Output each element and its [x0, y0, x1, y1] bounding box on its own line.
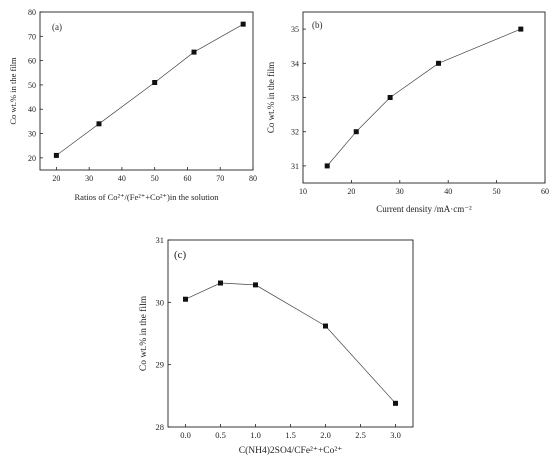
chart-c-data-point: [218, 280, 223, 286]
chart-a-y-tick-label: 40: [28, 105, 36, 114]
chart-c-x-tick-label: 0.5: [215, 430, 226, 440]
chart-a-y-tick-label: 80: [28, 8, 36, 17]
chart-a-y-tick-label: 50: [28, 81, 36, 90]
chart-b-data-point: [518, 26, 524, 32]
chart-a-x-tick-label: 30: [85, 174, 93, 183]
chart-b-y-tick-label: 35: [291, 25, 299, 34]
chart-c-plot-frame: [167, 239, 414, 428]
chart-a-y-axis-label: Co wt.% in the film: [8, 57, 18, 125]
chart-b-y-tick-label: 31: [291, 162, 299, 171]
chart-b-series-line: [326, 28, 521, 167]
chart-b-x-tick-label: 60: [541, 187, 549, 196]
chart-a-series-line: [56, 23, 244, 156]
chart-c-x-tick-label: 0.0: [180, 430, 191, 440]
chart-a-y-tick-label: 70: [28, 32, 36, 41]
chart-a-y-tick-label: 60: [28, 57, 36, 66]
chart-a-x-axis-label: Ratios of Co²⁺/(Fe²⁺+Co²⁺)in the solutio…: [75, 192, 220, 202]
chart-panel-b: 10 20 30 40 50 60 31 32 33 34 35 (b) Current density…: [266, 11, 549, 214]
chart-c-x-tick-label: 1.5: [285, 430, 296, 440]
chart-c-y-tick-label: 29: [156, 360, 165, 370]
chart-b-plot-frame: [302, 11, 546, 184]
chart-b-y-tick-label: 34: [291, 59, 299, 68]
chart-a-x-tick-label: 60: [183, 174, 191, 183]
chart-c-y-tick-label: 28: [156, 422, 165, 432]
chart-b-data-point: [324, 163, 330, 169]
chart-b-data-point: [387, 95, 393, 100]
chart-b-x-axis-label: Current density /mA·cm⁻²: [376, 204, 472, 214]
chart-b-x-tick-label: 20: [347, 187, 355, 196]
chart-b-data-point: [436, 60, 442, 66]
chart-a-plot-frame: [39, 11, 254, 171]
chart-b-x-tick-label: 40: [444, 187, 452, 196]
chart-c-y-tick-label: 31: [156, 235, 165, 245]
chart-b-x-tick-label: 30: [396, 187, 404, 196]
chart-a-data-point: [191, 49, 197, 55]
chart-c-y-tick-label: 30: [156, 297, 165, 307]
chart-c-series-line: [185, 282, 396, 404]
chart-b-panel-label: (b): [312, 20, 323, 30]
chart-c-data-point: [183, 296, 188, 302]
chart-b-y-tick-label: 33: [291, 94, 299, 103]
chart-c-data-point: [253, 282, 258, 288]
chart-a-y-tick-label: 30: [28, 130, 36, 139]
chart-b-x-tick-label: 10: [299, 187, 307, 196]
chart-c-x-tick-label: 1.0: [250, 430, 261, 440]
chart-b-y-tick-label: 32: [291, 128, 299, 137]
chart-panel-c: 0.0 0.5 1.0 1.5 2.0 2.5 3.0 28 29 30 31 (c) C(NH4)2S…: [138, 235, 414, 456]
chart-c-panel-label: (c): [174, 249, 187, 261]
chart-c-x-tick-label: 2.0: [320, 430, 331, 440]
chart-a-data-point: [53, 152, 59, 158]
chart-b-data-point: [353, 129, 359, 135]
chart-c-data-point: [323, 323, 328, 329]
chart-c-x-tick-label: 2.5: [355, 430, 366, 440]
chart-a-data-point: [240, 21, 246, 27]
chart-a-y-tick-label: 20: [28, 154, 36, 163]
chart-a-x-tick-label: 50: [151, 174, 159, 183]
chart-b-x-tick-label: 50: [493, 187, 501, 196]
chart-c-x-tick-label: 3.0: [390, 430, 401, 440]
chart-a-x-tick-label: 80: [249, 174, 257, 183]
chart-a-x-tick-label: 20: [52, 174, 60, 183]
chart-a-panel-label: (a): [52, 22, 62, 32]
chart-c-data-point: [393, 400, 398, 406]
chart-c-y-axis-label: Co wt.% in the film: [138, 295, 149, 371]
chart-c-x-axis-label: C(NH4)2SO4/CFe²⁺+Co²⁺: [239, 445, 342, 456]
chart-a-data-point: [152, 79, 158, 85]
chart-b-y-axis-label: Co wt.% in the film: [266, 62, 276, 133]
chart-a-data-point: [96, 121, 102, 127]
chart-panel-a: 20 30 40 50 60 70 80 20 30 40 50 60 70 80 (a) Ratios of…: [8, 8, 257, 202]
chart-a-x-tick-label: 40: [118, 174, 126, 183]
chart-a-x-tick-label: 70: [216, 174, 224, 183]
